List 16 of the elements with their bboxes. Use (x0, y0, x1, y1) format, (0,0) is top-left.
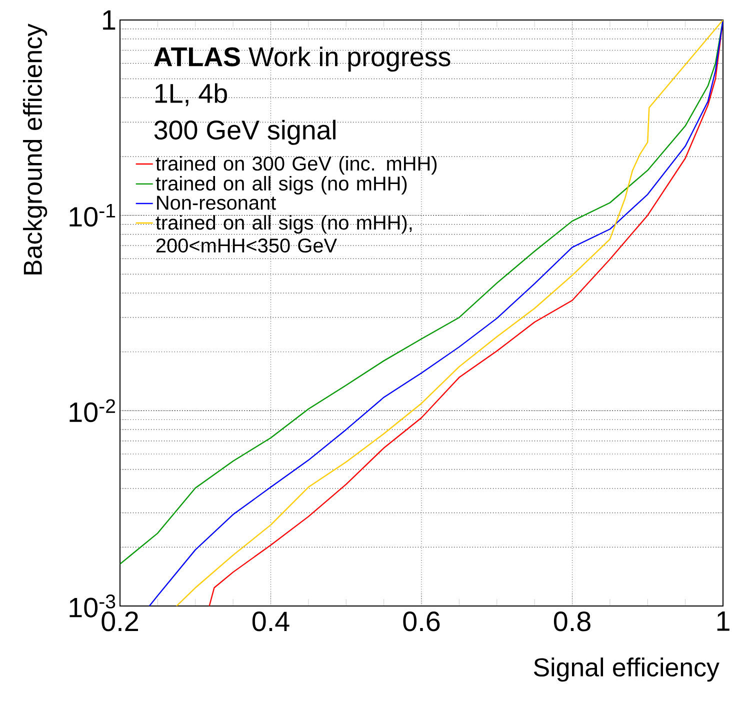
x-tick-label: 0.8 (554, 612, 590, 632)
legend-label: trained on all sigs (no mHH), 200<mHH<350 GeV (156, 215, 412, 253)
y-tick-label: 10$^{-2}$ (70, 399, 115, 422)
legend-label: trained on 300 GeV (inc. mHH) (156, 156, 437, 175)
x-tick-label: 0.4 (252, 612, 290, 632)
y-axis-title: Background efficiency (22, 24, 48, 274)
legend-label: Non-resonant (157, 196, 276, 210)
annotation: ATLAS Work in progress (154, 46, 450, 72)
y-tick-label: 1 (103, 10, 116, 30)
annotation: 300 GeV signal (154, 120, 336, 145)
x-tick-label: 0.6 (403, 612, 440, 632)
annotation: 1L, 4b (155, 83, 227, 106)
x-tick-label: 1 (717, 612, 730, 631)
x-axis-title: Signal efficiency (534, 658, 720, 682)
legend-label: trained on all sigs (no mHH) (156, 176, 407, 195)
y-tick-label: 10$^{-1}$ (70, 204, 116, 227)
